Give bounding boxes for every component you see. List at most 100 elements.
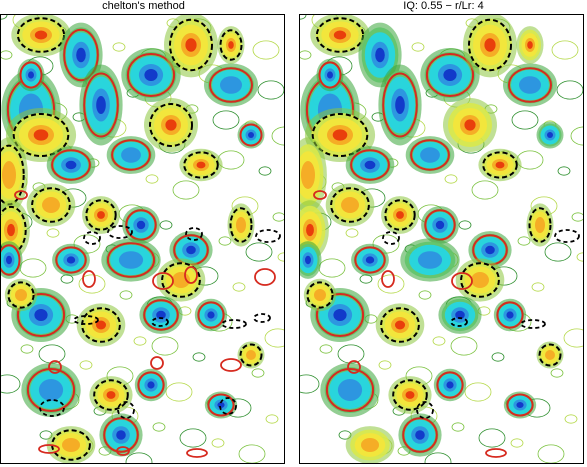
eddy-dashed-contour bbox=[221, 319, 247, 329]
cyclonic-eddy bbox=[122, 206, 160, 244]
cyclonic-eddy bbox=[106, 136, 156, 174]
cyclonic-eddy bbox=[21, 363, 81, 417]
contour-line bbox=[564, 414, 578, 424]
contour-line bbox=[464, 382, 492, 402]
cyclonic-eddy bbox=[204, 391, 238, 419]
eddy-solid-contour bbox=[354, 246, 386, 274]
anticyclonic-eddy bbox=[5, 108, 77, 162]
contour-line bbox=[517, 236, 531, 246]
eddy-dashed-contour bbox=[554, 229, 580, 243]
left-heatmap bbox=[1, 15, 284, 463]
eddy-dashed-contour bbox=[382, 231, 400, 245]
eddy-solid-contour bbox=[63, 28, 99, 82]
eddy-dashed-contour bbox=[7, 281, 35, 309]
contour-line bbox=[46, 228, 60, 238]
eddy-solid-contour bbox=[116, 446, 130, 456]
eddy-solid-contour bbox=[83, 72, 119, 138]
contour-line bbox=[576, 252, 583, 262]
anticyclonic-eddy bbox=[463, 15, 517, 78]
contour-line bbox=[432, 336, 446, 346]
eddy-dashed-contour bbox=[81, 307, 121, 343]
contour-line bbox=[444, 174, 458, 184]
eddy-dashed-contour bbox=[468, 18, 512, 72]
contour-line bbox=[531, 282, 545, 292]
contour-line bbox=[556, 80, 583, 100]
eddy-solid-contour bbox=[209, 67, 253, 103]
eddy-solid-contour bbox=[325, 368, 375, 412]
cyclonic-eddy bbox=[52, 243, 90, 277]
eddy-dashed-contour bbox=[416, 401, 434, 419]
cyclonic-eddy bbox=[493, 298, 527, 332]
eddy-solid-contour bbox=[347, 360, 361, 374]
eddy-solid-contour bbox=[16, 293, 66, 337]
eddy-solid-contour bbox=[318, 61, 342, 89]
eddy-solid-contour bbox=[496, 301, 524, 329]
cyclonic-eddy bbox=[345, 146, 395, 184]
eddy-solid-contour bbox=[425, 53, 475, 97]
anticyclonic-eddy bbox=[82, 196, 120, 234]
contour-line bbox=[478, 428, 506, 448]
eddy-dashed-contour bbox=[306, 281, 334, 309]
eddy-solid-contour bbox=[254, 268, 276, 286]
eddy-dashed-contour bbox=[1, 205, 27, 255]
contour-line bbox=[145, 174, 159, 184]
right-panel bbox=[299, 14, 584, 464]
anticyclonic-eddy bbox=[89, 376, 133, 414]
cyclonic-eddy bbox=[237, 121, 265, 149]
eddy-dashed-contour bbox=[384, 199, 416, 231]
eddy-solid-contour bbox=[51, 149, 91, 181]
cyclonic-eddy bbox=[503, 63, 557, 107]
eddy-dashed-contour bbox=[183, 151, 219, 179]
eddy-dashed-contour bbox=[185, 227, 203, 241]
cyclonic-eddy bbox=[300, 241, 322, 279]
cyclonic-eddy bbox=[398, 413, 442, 457]
eddy-dashed-contour bbox=[93, 379, 129, 411]
cyclonic-eddy bbox=[194, 298, 228, 332]
cyclonic-eddy bbox=[420, 48, 480, 102]
contour-line bbox=[20, 344, 34, 354]
contour-line bbox=[78, 274, 106, 294]
eddy-dashed-contour bbox=[161, 262, 201, 298]
left-panel-title: chelton's method bbox=[102, 0, 185, 12]
anticyclonic-eddy bbox=[310, 15, 370, 57]
eddy-solid-contour bbox=[38, 444, 60, 454]
eddy-solid-contour bbox=[26, 368, 76, 412]
contour-line bbox=[378, 360, 392, 370]
contour-line bbox=[418, 290, 432, 300]
eddy-solid-contour bbox=[402, 417, 438, 453]
anticyclonic-eddy bbox=[4, 278, 38, 312]
eddy-dashed-contour bbox=[117, 401, 135, 419]
contour-line bbox=[451, 422, 465, 432]
cyclonic-eddy bbox=[134, 368, 168, 402]
anticyclonic-eddy bbox=[325, 183, 375, 227]
contour-line bbox=[571, 212, 583, 222]
anticyclonic-eddy bbox=[237, 341, 265, 369]
contour-line bbox=[245, 242, 273, 262]
eddy-solid-contour bbox=[436, 371, 464, 399]
eddy-solid-contour bbox=[485, 448, 507, 458]
contour-line bbox=[125, 452, 153, 463]
anticyclonic-eddy bbox=[478, 148, 522, 182]
cyclonic-eddy bbox=[421, 206, 459, 244]
cyclonic-eddy bbox=[204, 63, 258, 107]
contour-line bbox=[218, 236, 232, 246]
anticyclonic-eddy bbox=[381, 196, 419, 234]
cyclonic-eddy bbox=[139, 296, 183, 334]
anticyclonic-eddy bbox=[217, 26, 245, 64]
eddy-dashed-contour bbox=[482, 151, 518, 179]
anticyclonic-eddy bbox=[443, 98, 497, 152]
eddy-solid-contour bbox=[350, 149, 390, 181]
contour-line bbox=[211, 438, 225, 448]
cyclonic-eddy bbox=[400, 238, 460, 282]
anticyclonic-eddy bbox=[375, 303, 425, 347]
contour-line bbox=[377, 274, 405, 294]
anticyclonic-eddy bbox=[164, 15, 218, 78]
cyclonic-eddy bbox=[536, 121, 564, 149]
contour-line bbox=[264, 328, 284, 348]
eddy-dashed-contour bbox=[83, 231, 101, 245]
anticyclonic-eddy bbox=[388, 376, 432, 414]
contour-line bbox=[424, 452, 452, 463]
contour-line bbox=[277, 252, 284, 262]
eddy-dashed-contour bbox=[151, 317, 169, 327]
contour-line bbox=[557, 166, 571, 176]
